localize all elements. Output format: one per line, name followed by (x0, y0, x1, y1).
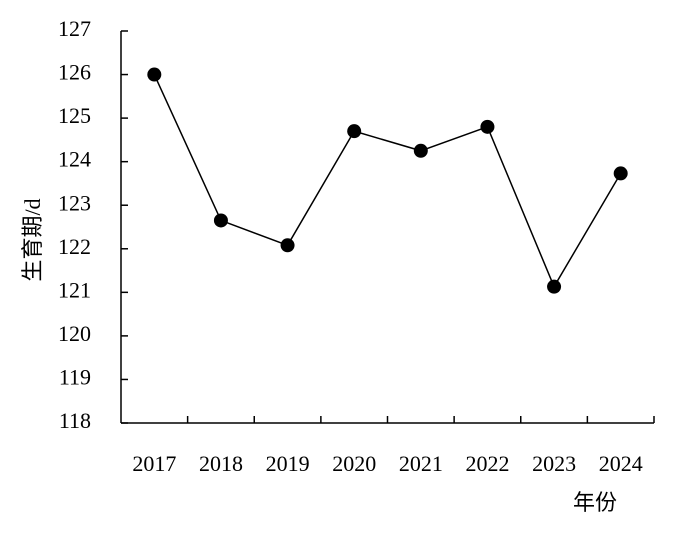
y-tick-label: 126 (58, 60, 91, 85)
y-tick-label: 124 (58, 147, 91, 172)
data-point (280, 238, 295, 253)
x-tick-label: 2018 (199, 451, 243, 476)
y-tick-label: 120 (58, 321, 91, 346)
data-point (613, 166, 628, 181)
x-tick-label: 2017 (132, 451, 176, 476)
data-point (147, 67, 162, 82)
x-tick-label: 2019 (266, 451, 310, 476)
x-tick-label: 2023 (532, 451, 576, 476)
data-point (213, 213, 228, 228)
x-tick-label: 2021 (399, 451, 443, 476)
y-tick-label: 122 (58, 234, 91, 259)
x-tick-label: 2024 (599, 451, 643, 476)
y-tick-label: 123 (58, 190, 91, 215)
y-tick-label: 118 (59, 408, 91, 433)
data-point (547, 279, 562, 294)
data-point (347, 124, 362, 139)
x-tick-label: 2022 (465, 451, 509, 476)
data-point (480, 119, 495, 134)
y-tick-label: 121 (58, 277, 91, 302)
y-tick-label: 125 (58, 103, 91, 128)
data-point (413, 143, 428, 158)
y-axis-label: 生育期/d (20, 198, 45, 281)
y-tick-label: 127 (58, 16, 91, 41)
y-tick-label: 119 (59, 364, 91, 389)
x-tick-label: 2020 (332, 451, 376, 476)
series-line (153, 74, 622, 289)
x-axis-label: 年份 (573, 490, 617, 515)
